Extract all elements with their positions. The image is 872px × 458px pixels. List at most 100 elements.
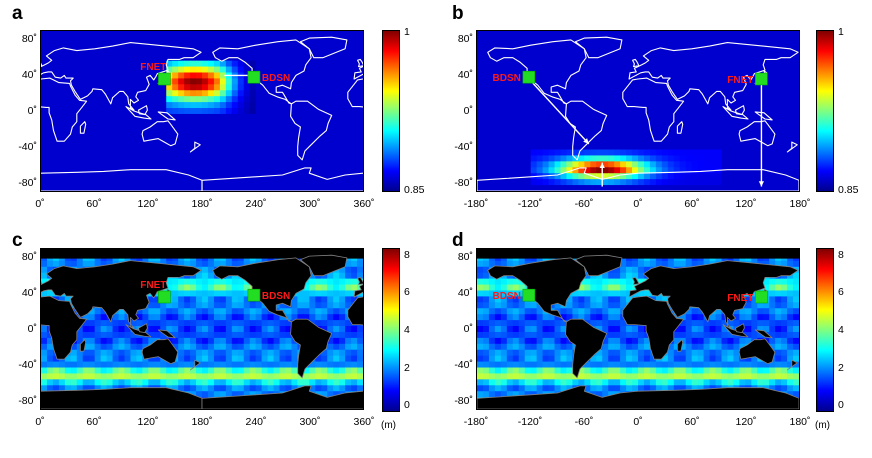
field-cell [590, 278, 597, 286]
field-cell [500, 78, 508, 85]
field-cell [477, 155, 484, 162]
field-cell [243, 48, 251, 56]
field-cell [793, 278, 799, 286]
field-cell [237, 131, 245, 139]
field-cell [506, 72, 514, 80]
field-cell [745, 90, 752, 97]
field-cell [602, 72, 609, 80]
field-cell [279, 36, 287, 44]
field-cell [76, 137, 84, 145]
field-cell [500, 72, 508, 80]
field-cell [757, 96, 764, 103]
field-cell [267, 143, 275, 151]
field-cell [52, 379, 60, 386]
field-cell [237, 179, 245, 186]
field-cell [518, 78, 526, 85]
field-cell [524, 54, 532, 62]
field-cell [112, 42, 120, 50]
field-cell [793, 84, 799, 91]
field-cell [100, 379, 108, 386]
polar-mask-north [41, 249, 363, 259]
field-cell [769, 102, 776, 109]
field-cell [339, 113, 346, 121]
field-cell [315, 373, 322, 380]
field-cell [52, 66, 60, 74]
field-cell [94, 90, 102, 97]
field-cell [88, 143, 96, 151]
field-cell [649, 125, 657, 133]
field-cell [291, 173, 298, 180]
field-cell [64, 373, 72, 380]
field-cell [548, 36, 556, 44]
field-cell [536, 185, 544, 191]
field-cell [763, 173, 770, 180]
field-cell [578, 54, 585, 62]
field-cell [130, 78, 137, 85]
field-cell [733, 54, 740, 62]
field-cell [261, 185, 269, 191]
field-cell [536, 96, 544, 103]
field-cell [769, 84, 776, 91]
field-cell [273, 96, 281, 103]
field-cell [763, 143, 770, 151]
field-cell [697, 173, 705, 180]
field-cell [315, 96, 322, 103]
field-cell [626, 173, 633, 180]
field-cell [614, 96, 621, 103]
field-cell [512, 260, 520, 268]
field-cell [219, 173, 227, 180]
land-c-greenland-wrap [299, 254, 348, 277]
field-cell [339, 278, 346, 286]
field-cell [327, 385, 334, 392]
field-cell [76, 179, 84, 186]
field-cell [41, 155, 48, 162]
field-cell [357, 60, 363, 68]
field-cell [614, 78, 621, 85]
field-cell [184, 78, 191, 85]
field-cell [172, 331, 179, 339]
field-cell [351, 179, 358, 186]
field-cell [781, 96, 788, 103]
field-cell [477, 48, 484, 56]
field-cell [506, 66, 514, 74]
field-cell [327, 31, 334, 38]
field-cell [518, 42, 526, 50]
field-cell [76, 331, 84, 339]
field-cell [739, 42, 746, 50]
field-cell [596, 278, 603, 286]
field-cell [757, 90, 764, 97]
field-cell [477, 284, 484, 292]
field-cell [154, 42, 161, 50]
field-cell [345, 349, 352, 357]
field-cell [172, 48, 179, 56]
field-cell [315, 179, 322, 186]
field-cell [787, 137, 794, 145]
field-cell [751, 108, 758, 115]
field-cell [178, 331, 185, 339]
field-cell [76, 361, 84, 369]
field-cell [751, 96, 758, 103]
field-cell [697, 108, 705, 115]
field-cell [279, 31, 287, 38]
field-cell [303, 96, 310, 103]
field-cell [321, 179, 328, 186]
field-cell [578, 90, 585, 97]
field-cell [309, 296, 316, 303]
field-cell [506, 108, 514, 115]
field-cell [548, 42, 556, 50]
field-cell [697, 137, 705, 145]
field-cell [530, 149, 538, 157]
field-cell [590, 72, 597, 80]
station-marker-fnet [158, 72, 171, 86]
field-cell [763, 54, 770, 62]
field-cell [213, 102, 221, 109]
field-cell [584, 66, 591, 74]
field-cell [578, 36, 585, 44]
field-cell [219, 155, 227, 162]
field-cell [154, 331, 161, 339]
field-cell [172, 278, 179, 286]
field-cell [649, 155, 657, 162]
field-cell [763, 155, 770, 162]
x-tick-label: 0˚ [633, 198, 643, 210]
field-cell [88, 72, 96, 80]
